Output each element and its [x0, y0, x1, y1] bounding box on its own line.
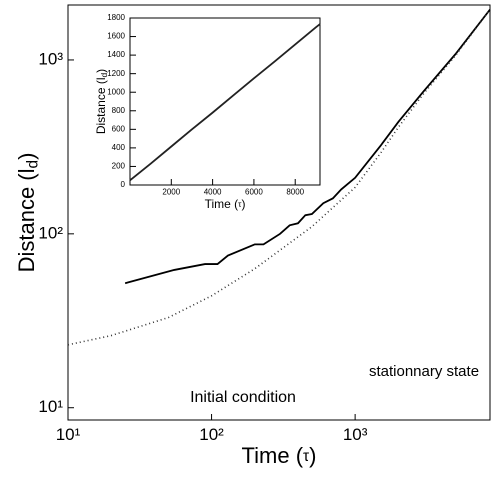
y-tick-label: 200 [112, 162, 126, 171]
y-tick-label: 1400 [107, 50, 125, 59]
y-axis-label-part: Distance (l [14, 168, 39, 272]
y-tick-label: 0 [121, 180, 126, 189]
y-tick-label: 10¹ [38, 397, 63, 416]
y-tick-label: 800 [112, 106, 126, 115]
y-tick-label: 600 [112, 124, 126, 133]
y-axis-label-part: ) [94, 69, 108, 73]
y-tick-label: 400 [112, 143, 126, 152]
y-axis-label-part: ) [14, 153, 39, 160]
x-tick-label: 10¹ [56, 425, 81, 444]
x-tick-label: 4000 [204, 187, 222, 196]
x-tick-label: 6000 [245, 187, 263, 196]
y-axis-label-part: d [99, 72, 109, 77]
x-axis-label-part: Time ( [205, 197, 239, 211]
y-axis-label-part: d [25, 160, 42, 169]
y-tick-label: 1600 [107, 32, 125, 41]
annotation: Initial condition [190, 389, 296, 406]
y-tick-label: 1800 [107, 13, 125, 22]
x-axis-label: Time (τ) [242, 443, 317, 468]
x-axis-label: Time (τ) [205, 197, 246, 211]
y-tick-label: 1200 [107, 69, 125, 78]
x-axis-label-part: Time ( [242, 443, 304, 468]
x-tick-label: 2000 [162, 187, 180, 196]
data-line [129, 23, 321, 182]
y-axis-label-part: Distance (l [94, 77, 108, 134]
x-axis-label-part: ) [241, 197, 245, 211]
y-axis-label: Distance (ld) [14, 153, 42, 273]
x-tick-label: 10³ [343, 425, 368, 444]
y-tick-label: 10² [38, 223, 63, 242]
y-tick-label: 10³ [38, 49, 63, 68]
data-line [124, 8, 491, 285]
x-tick-label: 8000 [286, 187, 304, 196]
y-tick-label: 1000 [107, 87, 125, 96]
x-axis-label-part: τ [303, 448, 309, 465]
x-axis-label-part: τ [238, 199, 242, 209]
x-axis-label-part: ) [309, 443, 316, 468]
y-axis-label: Distance (ld) [94, 69, 109, 134]
x-tick-label: 10² [199, 425, 224, 444]
annotation: stationnary state [369, 363, 479, 380]
